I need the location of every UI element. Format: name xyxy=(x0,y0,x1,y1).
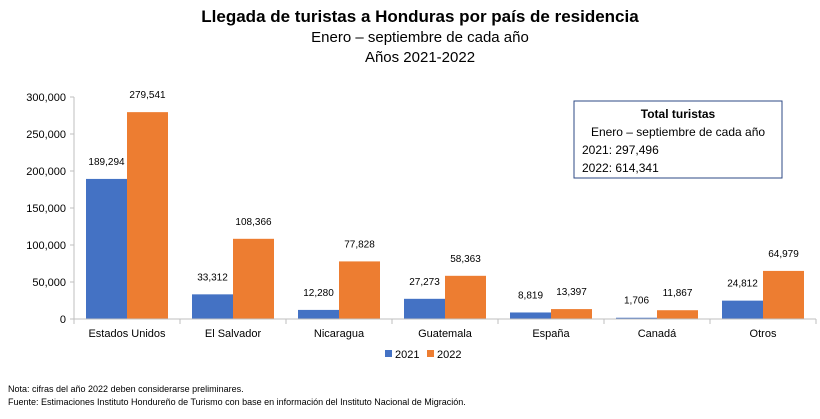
info-box-subtitle: Enero – septiembre de cada año xyxy=(591,125,765,139)
data-label-2021: 1,706 xyxy=(624,296,649,307)
x-axis: Estados Unidos El Salvador Nicaragua Guatem… xyxy=(73,318,817,340)
info-box-total-2021: 2021: 297,496 xyxy=(582,143,659,157)
data-label-2022: 77,828 xyxy=(344,239,375,250)
x-category-label: Otros xyxy=(750,328,777,340)
data-label-2022: 64,979 xyxy=(768,249,799,260)
data-label-2021: 12,280 xyxy=(303,288,334,299)
data-label-2022: 279,541 xyxy=(129,90,166,101)
legend-swatch-2022 xyxy=(427,350,434,357)
bar-2021 xyxy=(86,178,127,319)
y-tick-label: 0 xyxy=(60,314,66,326)
data-label-2022: 58,363 xyxy=(450,254,481,265)
x-category-label: Estados Unidos xyxy=(88,328,166,340)
legend: 2021 2022 xyxy=(385,349,461,361)
data-label-2021: 27,273 xyxy=(409,277,440,288)
x-category-label: El Salvador xyxy=(205,328,262,340)
chart-subtitle-period: Enero – septiembre de cada año xyxy=(311,29,529,46)
info-box-total-2022: 2022: 614,341 xyxy=(582,161,659,175)
data-label-2022: 13,397 xyxy=(556,287,587,298)
bar-2022 xyxy=(127,112,168,319)
chart-title: Llegada de turistas a Honduras por país … xyxy=(201,7,639,26)
legend-label-2022: 2022 xyxy=(437,349,461,361)
bar-2021 xyxy=(722,300,763,319)
bar-2021 xyxy=(192,294,233,319)
chart-subtitle-years: Años 2021-2022 xyxy=(365,49,475,66)
info-box: Total turistas Enero – septiembre de cad… xyxy=(573,100,783,179)
bar-2022 xyxy=(551,309,592,319)
legend-label-2021: 2021 xyxy=(395,349,419,361)
legend-swatch-2021 xyxy=(385,350,392,357)
info-box-title: Total turistas xyxy=(641,107,716,121)
y-tick-label: 250,000 xyxy=(26,129,66,141)
bar-2022 xyxy=(233,238,274,319)
x-category-label: Canadá xyxy=(638,328,677,340)
bar-2022 xyxy=(339,261,380,319)
y-tick-label: 150,000 xyxy=(26,203,66,215)
x-category-label: Nicaragua xyxy=(314,328,365,340)
bar-2022 xyxy=(657,310,698,319)
data-label-2021: 33,312 xyxy=(197,272,228,283)
y-axis: 0 50,000 100,000 150,000 200,000 250,000 300,0… xyxy=(26,92,75,326)
info-box-frame xyxy=(573,100,783,179)
y-tick-label: 200,000 xyxy=(26,166,66,178)
data-label-2022: 11,867 xyxy=(663,288,693,299)
footnote: Nota: cifras del año 2022 deben consider… xyxy=(8,384,244,394)
bar-2021 xyxy=(298,309,339,319)
y-tick-label: 100,000 xyxy=(26,240,66,252)
y-tick-label: 50,000 xyxy=(32,277,66,289)
data-label-2021: 24,812 xyxy=(727,279,758,290)
x-category-label: Guatemala xyxy=(418,328,473,340)
source-note: Fuente: Estimaciones Instituto Hondureño… xyxy=(8,397,466,407)
data-label-2021: 189,294 xyxy=(88,157,125,168)
y-tick-label: 300,000 xyxy=(26,92,66,104)
x-category-label: España xyxy=(532,328,570,340)
data-label-2021: 8,819 xyxy=(518,290,543,301)
data-label-2022: 108,366 xyxy=(235,217,272,228)
bar-2021 xyxy=(404,298,445,319)
bar-2022 xyxy=(763,270,804,319)
bar-2021 xyxy=(616,317,657,319)
bar-2021 xyxy=(510,312,551,319)
bars-group: 189,294 33,312 12,280 27,273 8,819 1,706 24,81… xyxy=(86,90,804,319)
bar-2022 xyxy=(445,275,486,319)
